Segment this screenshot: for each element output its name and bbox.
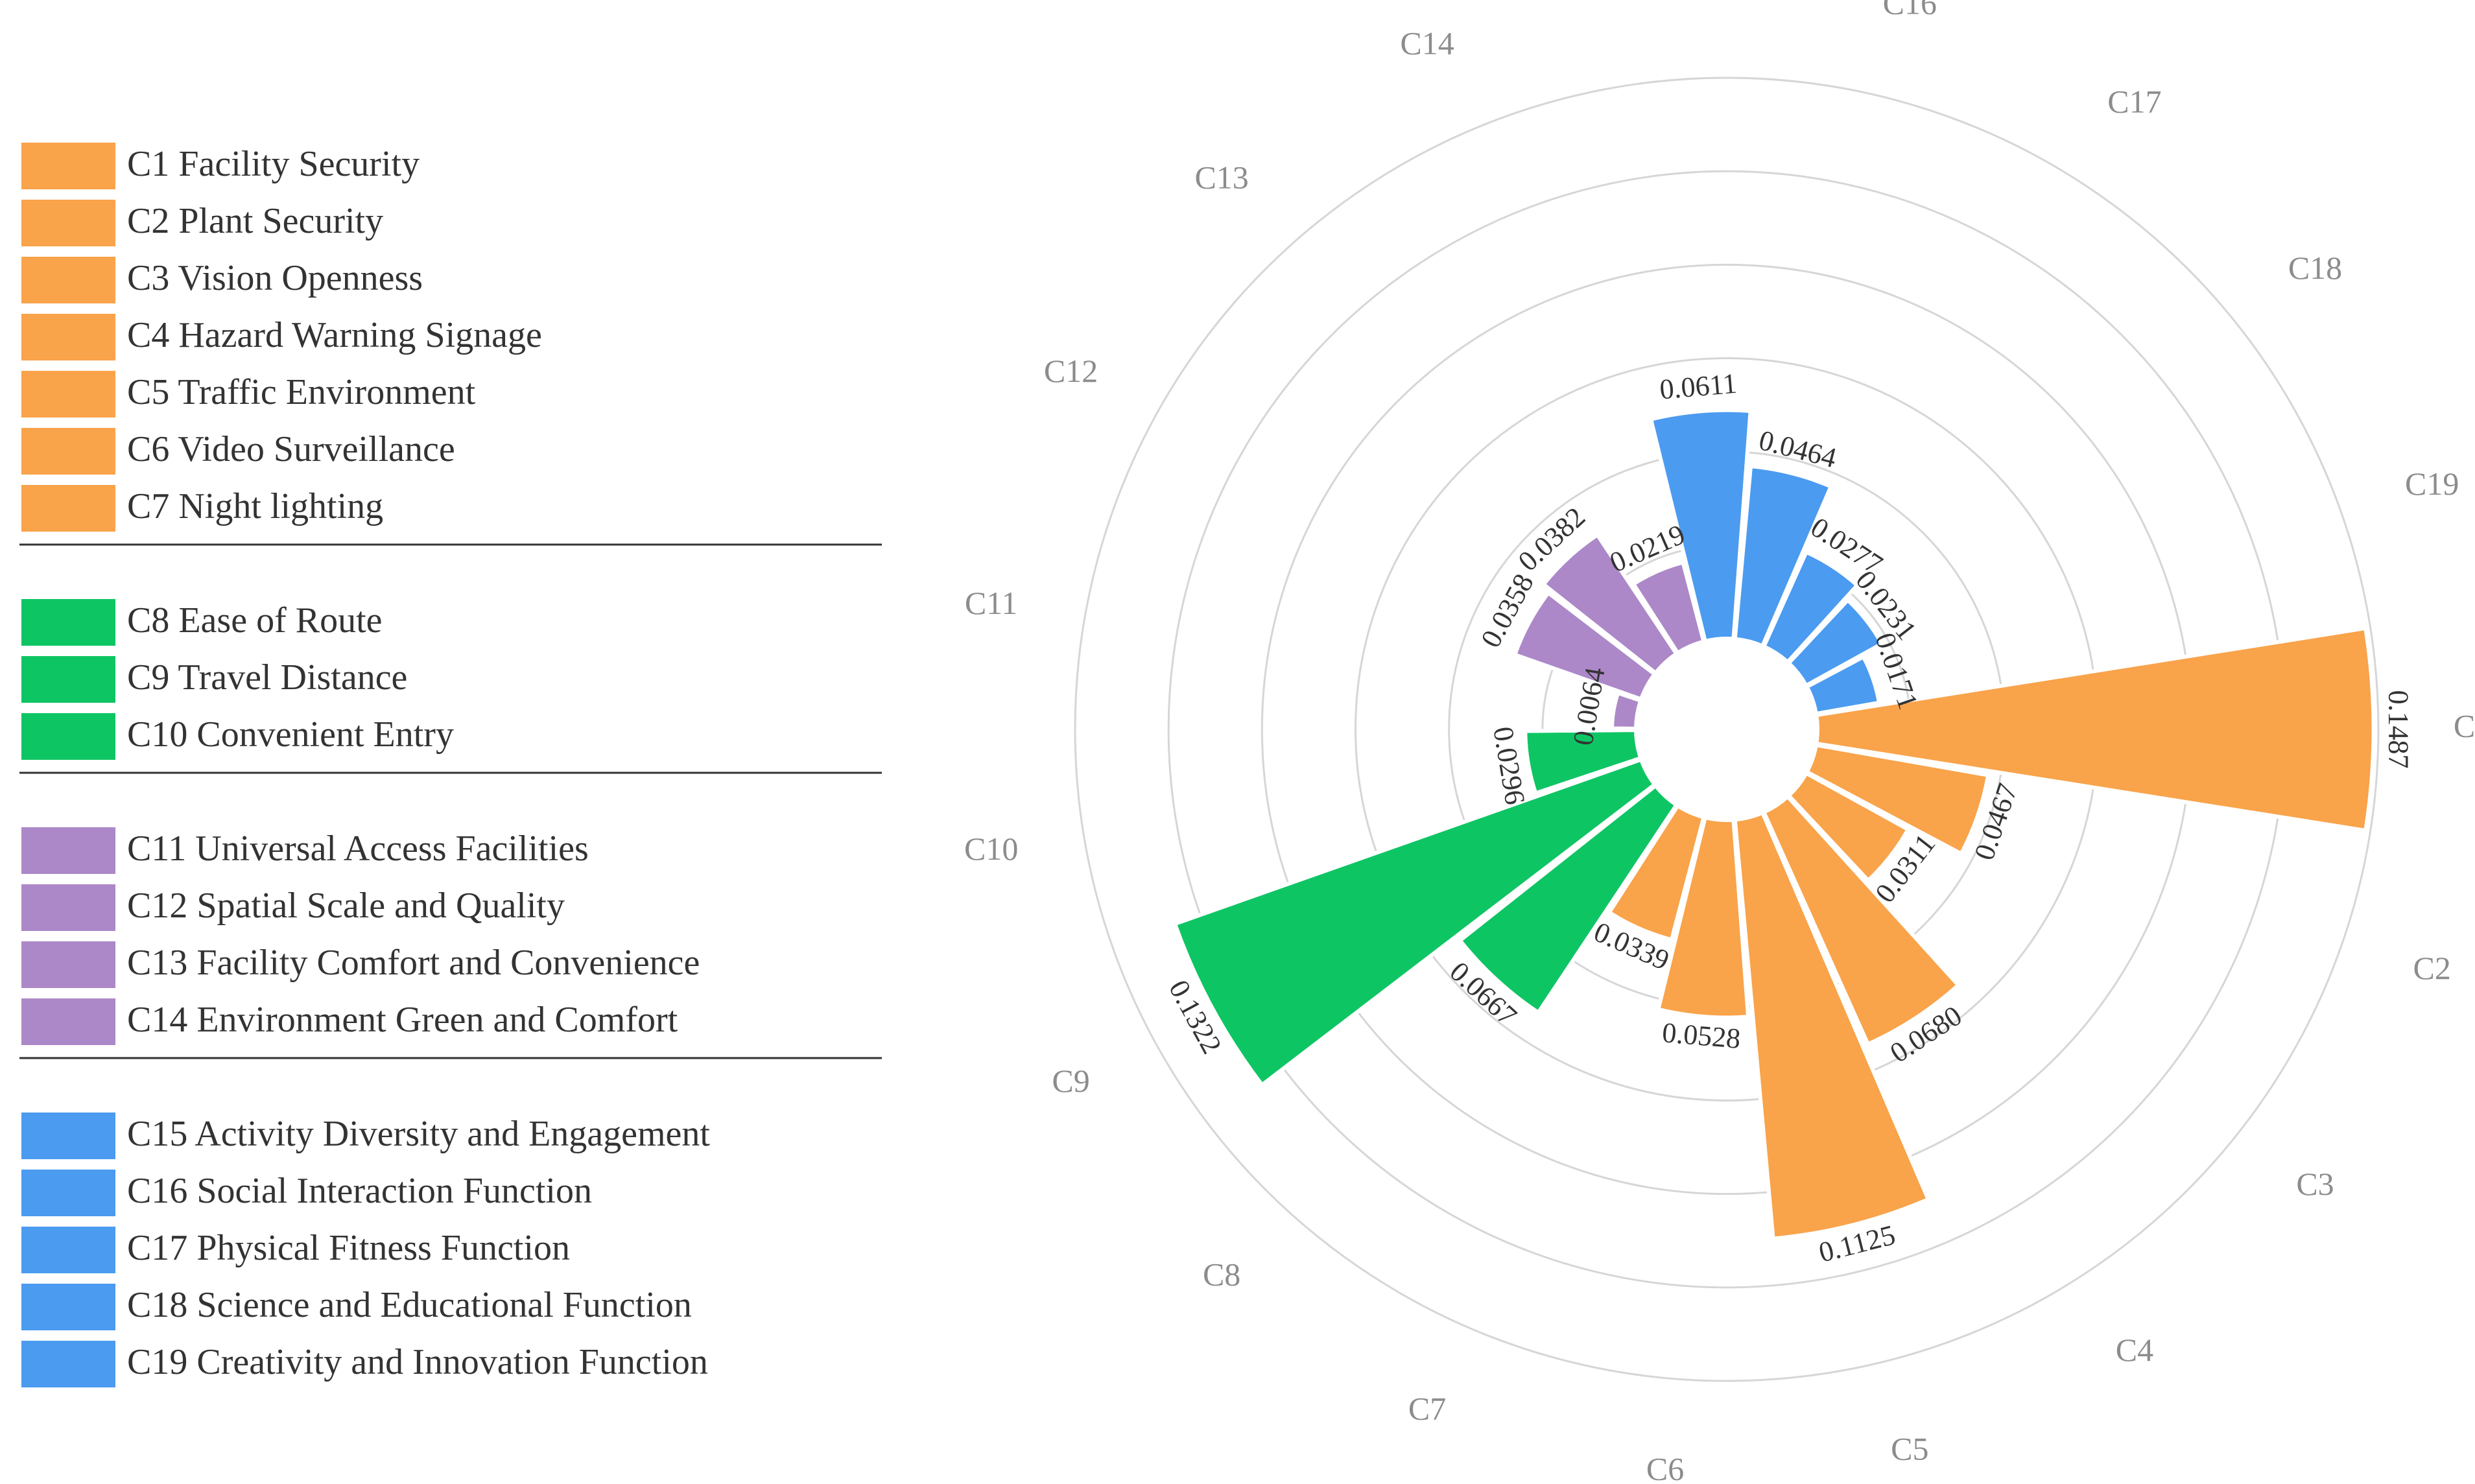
axis-label-c5: C5 xyxy=(1891,1430,1928,1466)
legend-swatch-c10 xyxy=(21,713,115,760)
value-label-c6: 0.0528 xyxy=(1661,1017,1742,1055)
legend-label-c14: C14 Environment Green and Comfort xyxy=(127,1000,678,1040)
axis-label-c15: C15 xyxy=(1638,0,1692,1)
legend-swatch-c18 xyxy=(21,1284,115,1330)
axis-label-c2: C2 xyxy=(2413,950,2451,986)
legend-swatch-c5 xyxy=(21,371,115,418)
bar-c16 xyxy=(1733,464,1834,649)
legend-label-c12: C12 Spatial Scale and Quality xyxy=(127,886,565,926)
legend-label-c7: C7 Night lighting xyxy=(127,486,383,526)
legend-label-c6: C6 Video Surveillance xyxy=(127,429,455,469)
legend-swatch-c13 xyxy=(21,941,115,988)
axis-label-c18: C18 xyxy=(2288,250,2342,286)
legend-label-c2: C2 Plant Security xyxy=(127,201,383,241)
bar-c12 xyxy=(1512,590,1658,702)
legend-swatch-c1 xyxy=(21,143,115,189)
bar-c4 xyxy=(1761,794,1961,1047)
axis-label-c10: C10 xyxy=(964,830,1018,867)
legend-label-c1: C1 Facility Security xyxy=(127,144,420,184)
bar-c17 xyxy=(1761,549,1860,665)
bar-c19 xyxy=(1804,654,1882,716)
axis-label-c6: C6 xyxy=(1646,1451,1684,1484)
axis-label-c3: C3 xyxy=(2296,1166,2334,1202)
axis-label-c14: C14 xyxy=(1400,25,1454,61)
bar-c1 xyxy=(1814,626,2376,833)
axis-label-c9: C9 xyxy=(1052,1063,1089,1099)
legend-label-c13: C13 Facility Comfort and Convenience xyxy=(127,943,700,983)
legend-swatch-c6 xyxy=(21,428,115,475)
legend-swatch-c19 xyxy=(21,1341,115,1387)
axis-label-c7: C7 xyxy=(1408,1391,1446,1427)
bar-c10 xyxy=(1523,728,1644,796)
axis-label-c17: C17 xyxy=(2107,84,2161,120)
legend-label-c9: C9 Travel Distance xyxy=(127,657,407,698)
legend: C1 Facility Security C2 Plant Security C3 … xyxy=(19,143,882,1387)
axis-label-c11: C11 xyxy=(965,585,1018,621)
legend-label-c11: C11 Universal Access Facilities xyxy=(127,829,589,869)
legend-label-c5: C5 Traffic Environment xyxy=(127,372,476,412)
bar-c2 xyxy=(1804,742,1991,856)
grid-ring-6 xyxy=(1074,77,2380,1382)
legend-label-c3: C3 Vision Openness xyxy=(127,258,423,298)
legend-label-c17: C17 Physical Fitness Function xyxy=(127,1228,570,1268)
legend-swatch-c3 xyxy=(21,257,115,303)
bar-c9 xyxy=(1172,757,1658,1088)
legend-label-c15: C15 Activity Diversity and Engagement xyxy=(127,1114,710,1154)
legend-swatch-c12 xyxy=(21,884,115,931)
bars xyxy=(1172,408,2376,1241)
bar-c18 xyxy=(1786,597,1885,689)
legend-swatch-c4 xyxy=(21,314,115,360)
bar-c13 xyxy=(1541,532,1679,676)
legend-swatch-c15 xyxy=(21,1113,115,1159)
legend-label-c4: C4 Hazard Warning Signage xyxy=(127,315,542,355)
axis-labels: C1 C2 C3 C4 C5 C6 C7 C8 C9 C10 C11 C12 C13 C14 C15 C16 C… xyxy=(964,0,2475,1484)
axis-label-c4: C4 xyxy=(2116,1332,2153,1368)
legend-swatch-c2 xyxy=(21,200,115,246)
legend-swatch-c7 xyxy=(21,485,115,532)
axis-label-c8: C8 xyxy=(1203,1256,1240,1293)
axis-label-c13: C13 xyxy=(1194,159,1248,195)
legend-label-c10: C10 Convenient Entry xyxy=(127,714,454,755)
bar-c14 xyxy=(1631,559,1707,656)
legend-label-c19: C19 Creativity and Innovation Function xyxy=(127,1342,708,1382)
legend-label-c16: C16 Social Interaction Function xyxy=(127,1171,592,1211)
legend-label-c18: C18 Science and Educational Function xyxy=(127,1285,692,1325)
bar-c3 xyxy=(1786,770,1911,884)
legend-swatch-c16 xyxy=(21,1170,115,1216)
axis-label-c1: C1 xyxy=(2454,707,2475,744)
legend-swatch-c14 xyxy=(21,998,115,1045)
legend-swatch-c11 xyxy=(21,827,115,874)
bar-c6 xyxy=(1655,815,1751,1020)
legend-swatch-c8 xyxy=(21,599,115,646)
legend-label-c8: C8 Ease of Route xyxy=(127,600,382,641)
legend-swatch-c9 xyxy=(21,656,115,703)
axis-label-c16: C16 xyxy=(1883,0,1937,21)
bar-c11 xyxy=(1610,690,1644,731)
bar-c8 xyxy=(1457,783,1679,1015)
value-label-c1: 0.1487 xyxy=(2382,690,2414,769)
bar-c15 xyxy=(1648,408,1753,644)
axis-label-c19: C19 xyxy=(2405,465,2459,502)
axis-label-c12: C12 xyxy=(1044,353,1098,389)
bar-c5 xyxy=(1733,810,1931,1241)
legend-swatch-c17 xyxy=(21,1227,115,1273)
bar-c7 xyxy=(1606,803,1707,943)
value-label-c15: 0.0611 xyxy=(1659,368,1738,406)
